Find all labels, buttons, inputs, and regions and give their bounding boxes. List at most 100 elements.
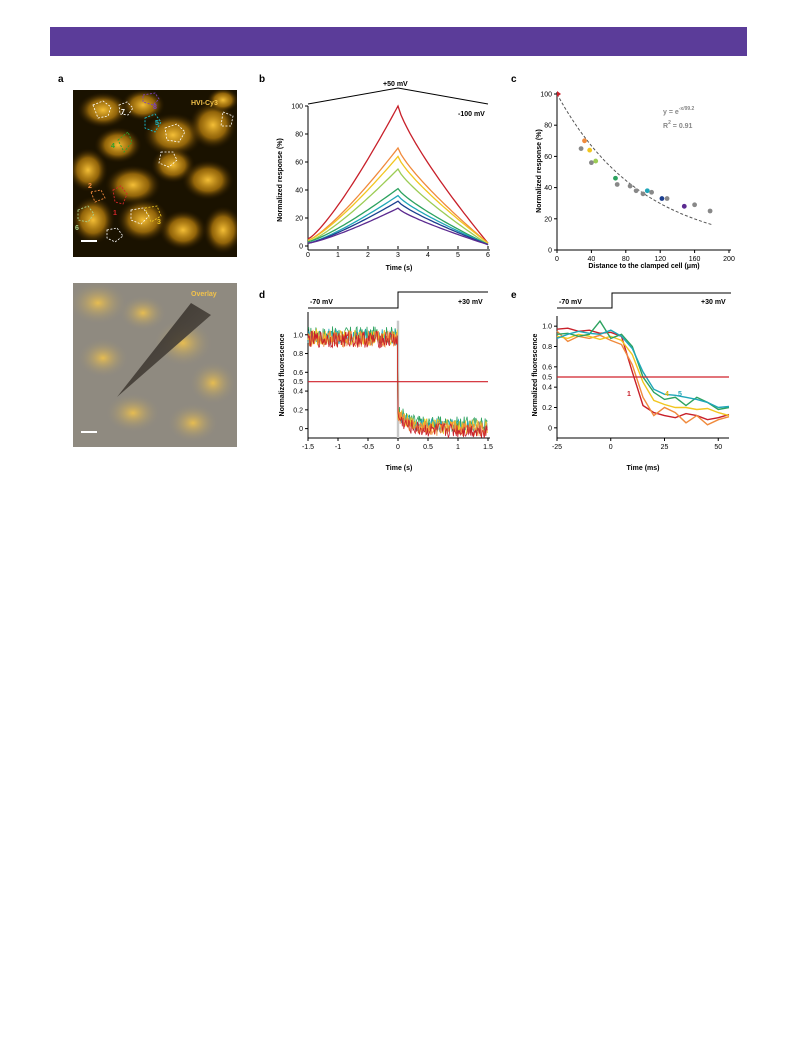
x-tick-label: 0	[396, 444, 400, 451]
x-tick-label: 50	[714, 444, 722, 451]
cell-label-7: 7	[121, 109, 125, 116]
series-line-b-5	[307, 194, 489, 246]
trace-label-1: 1	[627, 391, 631, 398]
series-line-b-7	[307, 207, 489, 246]
trace-d-4	[307, 330, 488, 439]
y-tick-label: 100	[291, 104, 303, 111]
y-tick-label: 1.0	[542, 324, 552, 331]
series-line-b-4	[307, 187, 489, 246]
x-tick-label: 40	[588, 256, 596, 263]
y-tick-label: 0.6	[542, 364, 552, 371]
chart-e: -70 mV +30 mV -25 0 25 50 0 0.2 0.4 0.6 0.8 1.0 0…	[532, 292, 731, 472]
y-tick-label: 0.2	[542, 405, 552, 412]
scatter-point	[582, 138, 587, 144]
trace-label-5: 5	[678, 391, 682, 398]
scale-bar-overlay	[81, 431, 97, 433]
scatter-point	[614, 182, 620, 187]
x-axis-label-e: Time (ms)	[627, 465, 660, 472]
x-tick-label: 6	[486, 252, 490, 259]
series-line-b-6	[307, 200, 489, 246]
scatter-point	[640, 191, 646, 197]
y-tick-label: 0	[299, 426, 303, 433]
x-axis-label-d: Time (s)	[386, 465, 413, 472]
panel-letter-e: e	[511, 290, 517, 301]
y-tick-label: 20	[295, 216, 303, 223]
y-tick-label: 0.4	[293, 389, 303, 396]
y-tick-label: 0	[299, 244, 303, 251]
scatter-point	[587, 147, 593, 153]
x-tick-label: 0	[555, 256, 559, 263]
x-tick-label: 0	[306, 252, 310, 259]
ticks-e: -25 0 25 50 0 0.2 0.4 0.6 0.8 1.0	[542, 324, 722, 451]
cell-label-2: 2	[88, 183, 92, 190]
cell-glow-group	[73, 90, 237, 254]
x-tick-label: 200	[723, 256, 735, 263]
scatter-point	[681, 203, 687, 209]
cell-label-4: 4	[111, 143, 115, 150]
x-tick-label: 2	[366, 252, 370, 259]
chart-d: -70 mV +30 mV -1.5 -1 -0.5 0 0.5 1 1.5 0 0.2 0.4 0…	[279, 291, 493, 472]
scatter-point	[593, 158, 599, 164]
ticks-d: -1.5 -1 -0.5 0 0.5 1 1.5 0 0.2 0.4 0.6 0.8 1.0	[293, 332, 493, 451]
step-to-e: +30 mV	[701, 299, 726, 306]
protocol-b	[307, 87, 489, 105]
x-tick-label: -1.5	[302, 444, 314, 451]
y-tick-label: 0.6	[293, 370, 303, 377]
x-tick-label: 160	[689, 256, 701, 263]
y-tick-label: 0.8	[293, 351, 303, 358]
x-tick-label: 1.5	[483, 444, 493, 451]
fluorescence-image: HVI-Cy3 1 2 3 4 5 6 7 8	[73, 90, 237, 257]
x-axis-label-c: Distance to the clamped cell (μm)	[588, 263, 699, 270]
y-tick-label: 0.4	[542, 385, 552, 392]
scatter-point	[627, 183, 633, 189]
scatter-point	[664, 196, 670, 201]
series-line-b-0	[307, 104, 489, 244]
panel-letter-a: a	[58, 74, 64, 85]
series-line-b-3	[307, 167, 489, 246]
x-tick-label: -25	[552, 444, 562, 451]
scatter-point	[589, 160, 594, 166]
scatter-point	[707, 208, 713, 214]
scatter-point	[649, 189, 654, 195]
half-threshold-label-e: 0.5	[542, 375, 552, 382]
header-bar	[50, 27, 747, 56]
y-axis-label-b: Normalized response (%)	[277, 138, 284, 222]
y-tick-label: 0.2	[293, 407, 303, 414]
y-tick-label: 40	[295, 188, 303, 195]
y-tick-label: 0	[548, 248, 552, 255]
y-tick-label: 60	[295, 160, 303, 167]
x-tick-label: 1	[336, 252, 340, 259]
overlay-image: Overlay	[73, 283, 237, 447]
y-tick-label: 80	[295, 132, 303, 139]
protocol-e	[557, 292, 731, 309]
scatter-point	[659, 196, 665, 201]
pipette	[117, 303, 211, 397]
protocol-d	[308, 291, 488, 309]
trace-e-4	[556, 329, 730, 409]
panel-letter-d: d	[259, 290, 266, 301]
x-tick-label: 120	[654, 256, 666, 263]
y-tick-label: 20	[544, 216, 552, 223]
x-tick-label: 3	[396, 252, 400, 259]
series-line-b-2	[307, 155, 489, 244]
x-tick-label: 0.5	[423, 444, 433, 451]
fit-r2: R2 = 0.91	[663, 120, 693, 130]
cell-label-3: 3	[157, 219, 161, 226]
panel-letter-b: b	[259, 74, 266, 85]
cell-label-5: 5	[155, 120, 159, 127]
x-tick-label: -1	[335, 444, 341, 451]
protocol-peak-label: +50 mV	[383, 81, 408, 88]
half-threshold-label: 0.5	[293, 379, 303, 386]
series-b	[307, 104, 489, 246]
points-c	[557, 91, 713, 214]
y-tick-label: 60	[544, 154, 552, 161]
image-label-hvi: HVI-Cy3	[191, 100, 218, 107]
x-tick-label: 80	[622, 256, 630, 263]
scatter-point	[633, 188, 639, 194]
x-tick-label: 4	[426, 252, 430, 259]
scatter-point	[613, 175, 618, 181]
trace-label-4: 4	[665, 391, 669, 398]
